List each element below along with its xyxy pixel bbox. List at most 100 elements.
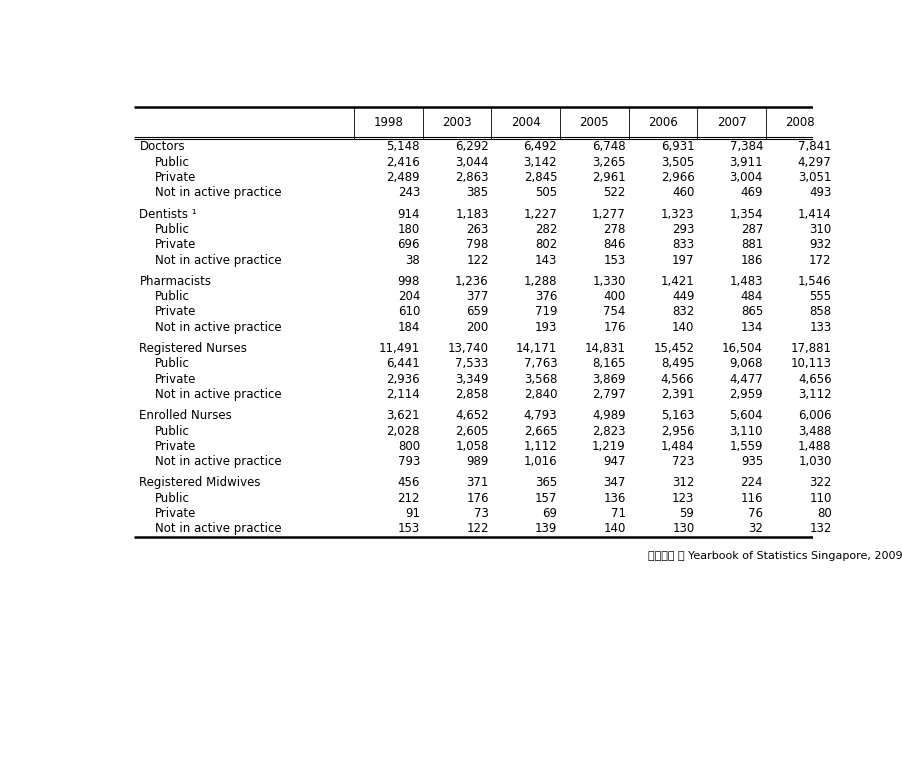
Text: Public: Public bbox=[155, 155, 189, 169]
Text: 2,936: 2,936 bbox=[386, 373, 419, 385]
Text: 2,845: 2,845 bbox=[523, 171, 557, 184]
Text: 798: 798 bbox=[465, 238, 488, 251]
Text: 2,956: 2,956 bbox=[660, 424, 694, 437]
Text: 14,831: 14,831 bbox=[584, 342, 625, 355]
Text: 224: 224 bbox=[740, 476, 762, 489]
Text: 157: 157 bbox=[534, 492, 557, 505]
Text: 14,171: 14,171 bbox=[515, 342, 557, 355]
Text: 자료출치 ： Yearbook of Statistics Singapore, 2009: 자료출치 ： Yearbook of Statistics Singapore,… bbox=[648, 552, 902, 561]
Text: 914: 914 bbox=[397, 208, 419, 221]
Text: 846: 846 bbox=[603, 238, 625, 251]
Text: 377: 377 bbox=[465, 290, 488, 303]
Text: 1,219: 1,219 bbox=[592, 440, 625, 453]
Text: 932: 932 bbox=[808, 238, 831, 251]
Text: 197: 197 bbox=[671, 254, 694, 267]
Text: Not in active practice: Not in active practice bbox=[155, 522, 281, 535]
Text: 2006: 2006 bbox=[648, 116, 677, 129]
Text: 4,989: 4,989 bbox=[592, 409, 625, 422]
Text: Registered Midwives: Registered Midwives bbox=[139, 476, 261, 489]
Text: 17,881: 17,881 bbox=[790, 342, 831, 355]
Text: Public: Public bbox=[155, 290, 189, 303]
Text: 310: 310 bbox=[808, 223, 831, 236]
Text: 204: 204 bbox=[397, 290, 419, 303]
Text: Enrolled Nurses: Enrolled Nurses bbox=[139, 409, 232, 422]
Text: Not in active practice: Not in active practice bbox=[155, 254, 281, 267]
Text: 1998: 1998 bbox=[373, 116, 403, 129]
Text: 3,911: 3,911 bbox=[729, 155, 762, 169]
Text: 2004: 2004 bbox=[511, 116, 540, 129]
Text: 1,484: 1,484 bbox=[660, 440, 694, 453]
Text: Private: Private bbox=[155, 171, 196, 184]
Text: 293: 293 bbox=[671, 223, 694, 236]
Text: 858: 858 bbox=[808, 306, 831, 319]
Text: 180: 180 bbox=[398, 223, 419, 236]
Text: 833: 833 bbox=[672, 238, 694, 251]
Text: 719: 719 bbox=[534, 306, 557, 319]
Text: 2008: 2008 bbox=[785, 116, 814, 129]
Text: Private: Private bbox=[155, 373, 196, 385]
Text: 143: 143 bbox=[534, 254, 557, 267]
Text: 3,004: 3,004 bbox=[729, 171, 762, 184]
Text: Public: Public bbox=[155, 223, 189, 236]
Text: 4,793: 4,793 bbox=[523, 409, 557, 422]
Text: 123: 123 bbox=[671, 492, 694, 505]
Text: 2005: 2005 bbox=[579, 116, 609, 129]
Text: 3,488: 3,488 bbox=[797, 424, 831, 437]
Text: 91: 91 bbox=[405, 507, 419, 520]
Text: 449: 449 bbox=[671, 290, 694, 303]
Text: 1,488: 1,488 bbox=[797, 440, 831, 453]
Text: 2,966: 2,966 bbox=[660, 171, 694, 184]
Text: 7,533: 7,533 bbox=[455, 357, 488, 370]
Text: 371: 371 bbox=[465, 476, 488, 489]
Text: 1,236: 1,236 bbox=[455, 275, 488, 288]
Text: 3,044: 3,044 bbox=[455, 155, 488, 169]
Text: 200: 200 bbox=[466, 321, 488, 334]
Text: 3,112: 3,112 bbox=[797, 388, 831, 401]
Text: 32: 32 bbox=[748, 522, 762, 535]
Text: 122: 122 bbox=[465, 254, 488, 267]
Text: 2,863: 2,863 bbox=[455, 171, 488, 184]
Text: 134: 134 bbox=[740, 321, 762, 334]
Text: 176: 176 bbox=[465, 492, 488, 505]
Text: 1,030: 1,030 bbox=[797, 455, 831, 468]
Text: Private: Private bbox=[155, 507, 196, 520]
Text: 38: 38 bbox=[405, 254, 419, 267]
Text: 469: 469 bbox=[740, 186, 762, 199]
Text: 4,477: 4,477 bbox=[729, 373, 762, 385]
Text: 723: 723 bbox=[671, 455, 694, 468]
Text: 3,505: 3,505 bbox=[660, 155, 694, 169]
Text: 11,491: 11,491 bbox=[379, 342, 419, 355]
Text: 2003: 2003 bbox=[442, 116, 472, 129]
Text: 153: 153 bbox=[603, 254, 625, 267]
Text: 282: 282 bbox=[534, 223, 557, 236]
Text: 7,384: 7,384 bbox=[729, 140, 762, 153]
Text: 2,391: 2,391 bbox=[660, 388, 694, 401]
Text: 522: 522 bbox=[603, 186, 625, 199]
Text: 881: 881 bbox=[740, 238, 762, 251]
Text: 110: 110 bbox=[808, 492, 831, 505]
Text: Private: Private bbox=[155, 440, 196, 453]
Text: 1,330: 1,330 bbox=[592, 275, 625, 288]
Text: 3,265: 3,265 bbox=[592, 155, 625, 169]
Text: Not in active practice: Not in active practice bbox=[155, 455, 281, 468]
Text: 133: 133 bbox=[808, 321, 831, 334]
Text: Not in active practice: Not in active practice bbox=[155, 186, 281, 199]
Text: 5,148: 5,148 bbox=[386, 140, 419, 153]
Text: Public: Public bbox=[155, 424, 189, 437]
Text: 2,605: 2,605 bbox=[455, 424, 488, 437]
Text: 1,016: 1,016 bbox=[523, 455, 557, 468]
Text: 2,665: 2,665 bbox=[523, 424, 557, 437]
Text: 347: 347 bbox=[603, 476, 625, 489]
Text: 186: 186 bbox=[740, 254, 762, 267]
Text: 3,051: 3,051 bbox=[797, 171, 831, 184]
Text: 6,441: 6,441 bbox=[386, 357, 419, 370]
Text: Dentists ¹: Dentists ¹ bbox=[139, 208, 197, 221]
Text: 263: 263 bbox=[465, 223, 488, 236]
Text: 172: 172 bbox=[808, 254, 831, 267]
Text: 71: 71 bbox=[610, 507, 625, 520]
Text: 1,227: 1,227 bbox=[523, 208, 557, 221]
Text: 13,740: 13,740 bbox=[447, 342, 488, 355]
Text: 7,763: 7,763 bbox=[523, 357, 557, 370]
Text: 1,288: 1,288 bbox=[523, 275, 557, 288]
Text: 2007: 2007 bbox=[716, 116, 746, 129]
